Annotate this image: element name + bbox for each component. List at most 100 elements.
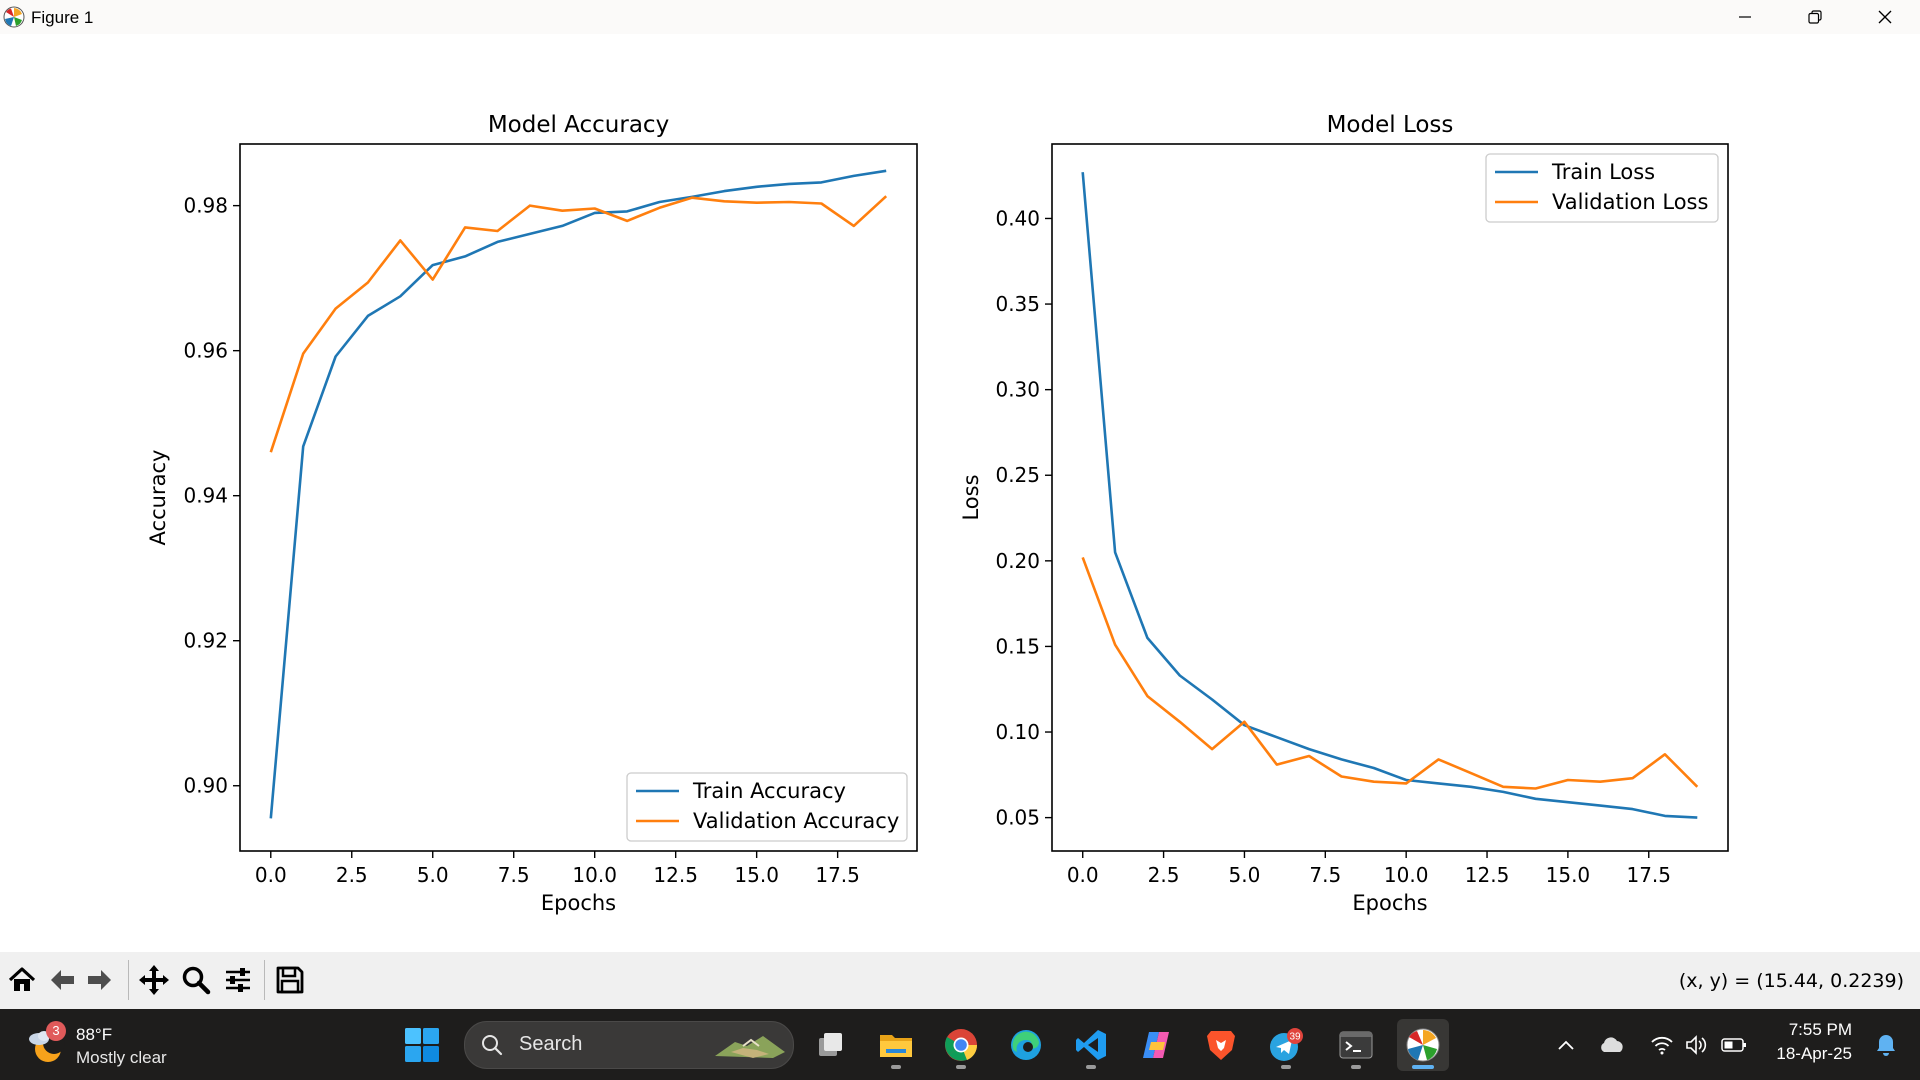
- x-tick-label: 5.0: [417, 863, 449, 887]
- y-tick-label: 0.94: [183, 484, 228, 508]
- x-tick-label: 7.5: [498, 863, 530, 887]
- y-tick-label: 0.15: [995, 634, 1040, 658]
- x-tick-label: 5.0: [1229, 863, 1261, 887]
- legend-label: Validation Accuracy: [693, 809, 899, 833]
- terminal-button[interactable]: [1330, 1019, 1382, 1071]
- y-tick-label: 0.35: [995, 292, 1040, 316]
- clock-time[interactable]: 7:55 PM: [1788, 1020, 1852, 1039]
- file-explorer-icon: [880, 1035, 912, 1057]
- legend-label: Train Accuracy: [692, 779, 846, 803]
- y-tick-label: 0.90: [183, 774, 228, 798]
- active-indicator: [1412, 1065, 1434, 1069]
- edge-button[interactable]: [1000, 1019, 1052, 1071]
- running-indicator: [1086, 1065, 1096, 1069]
- telegram-badge: 39: [1289, 1032, 1301, 1043]
- telegram-button[interactable]: 39: [1260, 1019, 1312, 1071]
- notification-bell-icon[interactable]: [1874, 1033, 1898, 1057]
- wifi-icon: [1651, 1036, 1673, 1055]
- edge-icon: [1011, 1030, 1041, 1060]
- search-placeholder: Search: [519, 1033, 583, 1055]
- python-figure-icon: [1406, 1028, 1440, 1062]
- legend-label: Validation Loss: [1552, 190, 1708, 214]
- forward-arrow-icon: [88, 970, 111, 990]
- y-axis-label: Accuracy: [146, 450, 170, 546]
- windows-taskbar: 3 88°F Mostly clear Search: [0, 1009, 1920, 1080]
- y-tick-label: 0.25: [995, 463, 1040, 487]
- battery-button[interactable]: [1720, 1033, 1748, 1057]
- window-title: Figure 1: [31, 8, 94, 27]
- toolbar-separator: [128, 960, 129, 1000]
- python-figure-button[interactable]: [1397, 1019, 1449, 1071]
- clock-date[interactable]: 18-Apr-25: [1776, 1044, 1852, 1063]
- matplotlib-toolbar: (x, y) = (15.44, 0.2239): [0, 952, 1920, 1009]
- volume-button[interactable]: [1684, 1033, 1712, 1057]
- zoom-button[interactable]: [178, 962, 214, 998]
- x-axis-label: Epochs: [1352, 891, 1427, 915]
- close-button[interactable]: [1850, 0, 1920, 34]
- axes-frame: [1051, 143, 1729, 852]
- chrome-icon: [945, 1029, 978, 1061]
- search-highlight-image: [715, 1036, 785, 1058]
- chrome-button[interactable]: [935, 1019, 987, 1071]
- taskbar-search-box[interactable]: Search: [464, 1021, 794, 1069]
- y-tick-label: 0.92: [183, 629, 228, 653]
- save-button[interactable]: [272, 962, 308, 998]
- title-bar: Figure 1: [0, 0, 1920, 34]
- chevron-up-icon: [1558, 1040, 1574, 1050]
- file-explorer-button[interactable]: [870, 1019, 922, 1071]
- search-icon: [482, 1035, 503, 1056]
- x-tick-label: 17.5: [815, 863, 860, 887]
- weather-description: Mostly clear: [76, 1048, 167, 1067]
- restore-icon: [1808, 10, 1822, 24]
- wifi-button[interactable]: [1648, 1033, 1676, 1057]
- back-button[interactable]: [44, 962, 80, 998]
- plots-svg: Model Accuracy 0.0 2.5 5.0 7.5 10.0 12.5 15.0 17…: [146, 112, 1729, 915]
- y-tick-label: 0.40: [995, 206, 1040, 230]
- x-tick-label: 15.0: [1546, 863, 1591, 887]
- home-icon: [8, 967, 36, 991]
- minimize-button[interactable]: [1710, 0, 1780, 34]
- x-tick-label: 2.5: [1148, 863, 1180, 887]
- vscode-button[interactable]: [1065, 1019, 1117, 1071]
- close-icon: [1878, 10, 1892, 24]
- legend-label: Train Loss: [1551, 160, 1655, 184]
- x-axis-label: Epochs: [541, 891, 616, 915]
- restore-button[interactable]: [1780, 0, 1850, 34]
- y-tick-label: 0.30: [995, 378, 1040, 402]
- y-tick-label: 0.98: [183, 194, 228, 218]
- back-arrow-icon: [51, 970, 74, 990]
- minimize-icon: [1739, 16, 1751, 18]
- y-tick-label: 0.20: [995, 549, 1040, 573]
- x-tick-label: 12.5: [653, 863, 698, 887]
- series-line-0: [269, 169, 887, 819]
- axes-frame: [239, 143, 918, 852]
- weather-temperature: 88°F: [76, 1025, 113, 1044]
- battery-icon: [1721, 1038, 1746, 1052]
- legend: Train Loss Validation Loss: [1485, 153, 1719, 223]
- pan-button[interactable]: [136, 962, 172, 998]
- x-tick-label: 2.5: [336, 863, 368, 887]
- pan-icon: [139, 965, 169, 995]
- show-hidden-icons-button[interactable]: [1552, 1033, 1580, 1057]
- running-indicator: [1281, 1065, 1291, 1069]
- legend: Train Accuracy Validation Accuracy: [626, 772, 908, 842]
- subplots-config-icon: [226, 968, 250, 992]
- y-tick-label: 0.05: [995, 806, 1040, 830]
- windows-start-icon[interactable]: [402, 1025, 442, 1065]
- forward-button[interactable]: [82, 962, 118, 998]
- weather-widget[interactable]: 3 88°F Mostly clear: [26, 1021, 186, 1071]
- brave-icon: [1207, 1031, 1235, 1060]
- toolbar-separator: [264, 960, 265, 1000]
- configure-subplots-button[interactable]: [220, 962, 256, 998]
- chart-loss: Model Loss 0.0 2.5 5.0 7.5 10.0 12.5 15.0 17.5 0.…: [959, 112, 1729, 915]
- x-tick-label: 12.5: [1465, 863, 1510, 887]
- brave-button[interactable]: [1195, 1019, 1247, 1071]
- series-line-1: [1081, 556, 1699, 790]
- onedrive-cloud-icon: [1601, 1037, 1623, 1052]
- figure-canvas[interactable]: Model Accuracy 0.0 2.5 5.0 7.5 10.0 12.5 15.0 17…: [0, 34, 1920, 952]
- copilot-button[interactable]: [1130, 1019, 1182, 1071]
- task-view-icon: [819, 1033, 842, 1056]
- onedrive-button[interactable]: [1598, 1033, 1626, 1057]
- task-view-button[interactable]: [805, 1019, 857, 1071]
- home-button[interactable]: [4, 962, 40, 998]
